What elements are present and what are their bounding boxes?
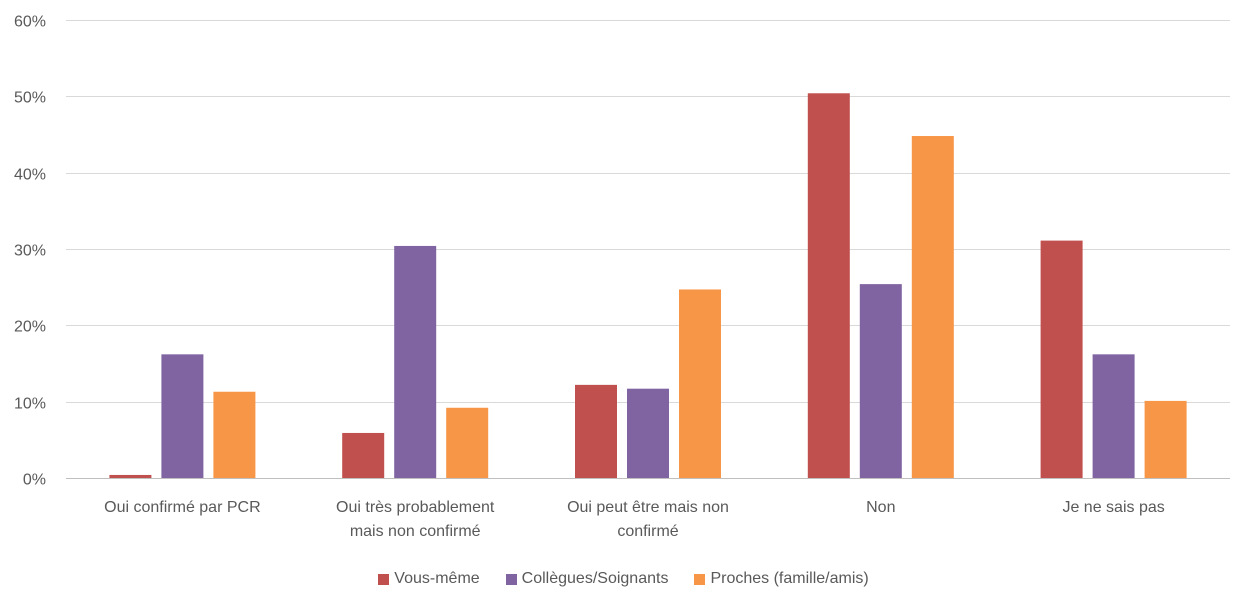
legend-label: Proches (famille/amis) — [710, 570, 869, 587]
bar — [1144, 400, 1187, 478]
bar — [342, 432, 385, 478]
y-tick-label: 50% — [14, 90, 46, 107]
y-axis-tick-labels: 0% 10% 20% 30% 40% 50% 60% — [14, 14, 46, 489]
bar — [394, 245, 437, 478]
legend-item: Vous-même — [378, 570, 480, 588]
y-tick-label: 10% — [14, 396, 46, 413]
x-category-label: Oui très probablement mais non confirmé — [336, 499, 495, 540]
bar — [1040, 240, 1083, 478]
x-category-label: Je ne sais pas — [1062, 499, 1164, 516]
gridlines — [66, 20, 1230, 479]
bar-chart: 0% 10% 20% 30% 40% 50% 60% Oui confirmé par PC… — [14, 14, 1230, 540]
legend-label: Vous-même — [394, 570, 480, 587]
legend-swatch — [378, 573, 390, 585]
bar — [109, 474, 152, 478]
bar — [161, 354, 204, 478]
bar — [807, 93, 850, 478]
bar — [575, 384, 617, 478]
legend: Vous-même Collègues/Soignants Proches (fam… — [0, 568, 1247, 590]
y-tick-label: 40% — [14, 167, 46, 184]
bar — [859, 284, 902, 478]
legend-swatch — [694, 573, 706, 585]
x-category-label: Oui confirmé par PCR — [104, 499, 261, 516]
y-tick-label: 30% — [14, 243, 46, 260]
bar — [1092, 354, 1135, 478]
bar — [911, 136, 954, 478]
bar — [446, 407, 489, 478]
legend-item: Collègues/Soignants — [505, 570, 669, 588]
bar — [213, 391, 256, 478]
bars — [109, 93, 1187, 478]
legend-label: Collègues/Soignants — [521, 570, 669, 587]
x-axis-category-labels: Oui confirmé par PCR Oui très probablemen… — [104, 499, 1165, 540]
bar — [627, 388, 669, 478]
y-tick-label: 0% — [23, 472, 46, 489]
x-category-label: Non — [866, 499, 895, 516]
x-category-label: Oui peut être mais non confirmé — [567, 499, 729, 540]
y-tick-label: 60% — [14, 14, 46, 31]
legend-item: Proches (famille/amis) — [694, 570, 869, 588]
y-tick-label: 20% — [14, 319, 46, 336]
legend-swatch — [505, 573, 517, 585]
bar — [679, 289, 721, 478]
